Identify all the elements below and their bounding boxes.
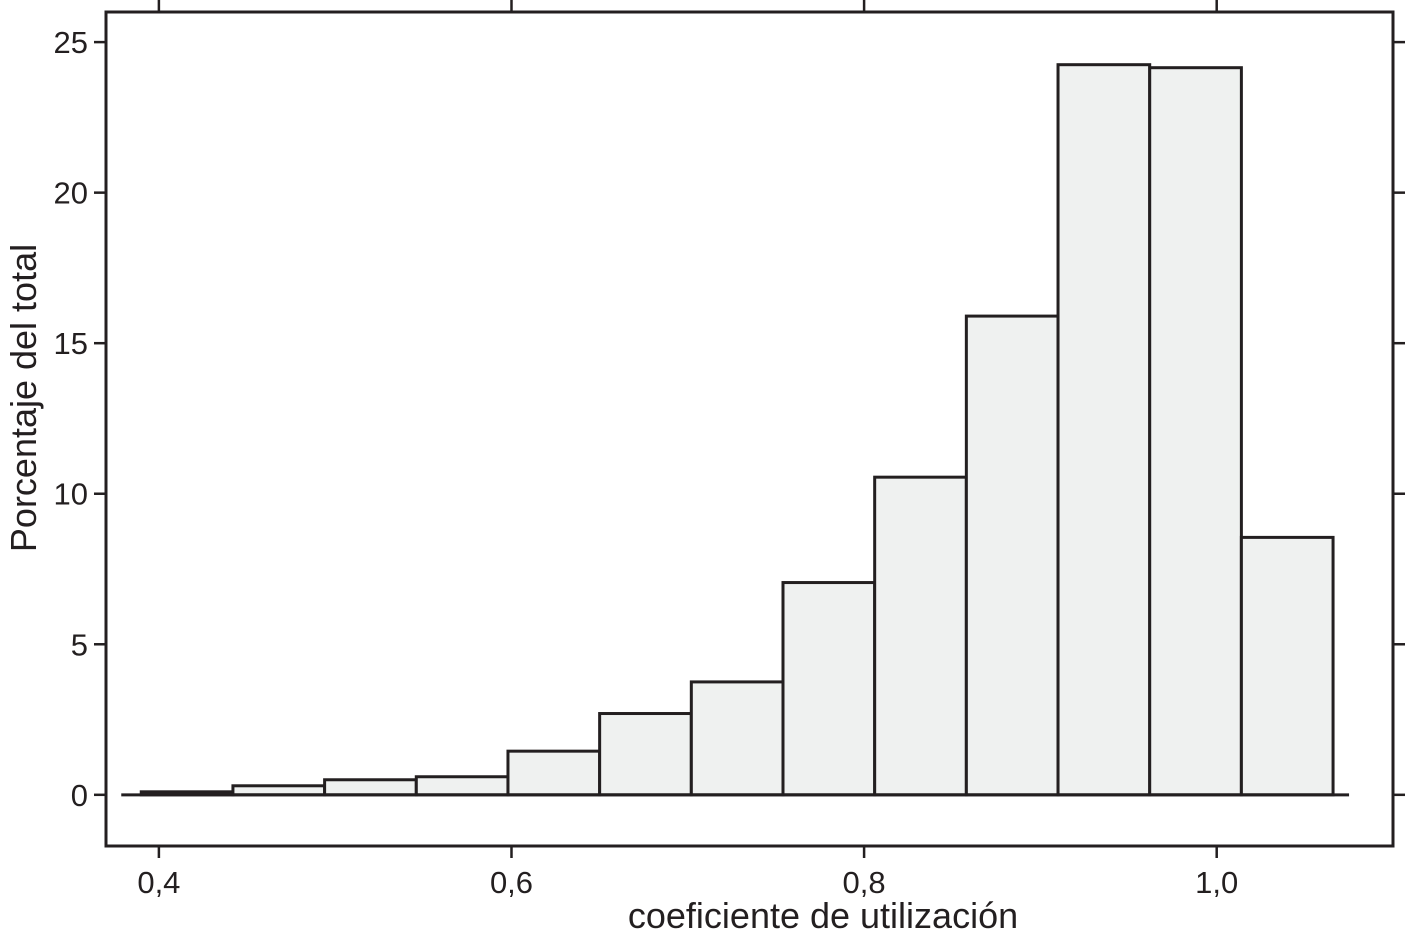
- y-tick-label: 5: [71, 627, 88, 662]
- histogram-bar: [598, 712, 693, 797]
- x-axis-ticks: 0,4 0,6 0,8 1,0: [137, 0, 1238, 900]
- y-tick-label: 10: [54, 477, 88, 512]
- histogram-bar: [873, 475, 968, 797]
- histogram-bar: [323, 778, 418, 797]
- bars-group: [139, 63, 1335, 797]
- y-tick-label: 15: [54, 326, 88, 361]
- histogram-bar: [506, 749, 602, 797]
- histogram-bar: [1056, 63, 1152, 797]
- histogram-bar: [781, 581, 877, 797]
- histogram-bar: [414, 775, 510, 797]
- y-tick-label: 25: [54, 25, 88, 60]
- x-tick-label: 0,6: [490, 865, 533, 900]
- x-axis-title: coeficiente de utilización: [628, 895, 1018, 936]
- y-tick-label: 20: [54, 176, 88, 211]
- plot-frame: [104, 10, 1395, 848]
- histogram-bar: [964, 314, 1060, 797]
- x-tick-label: 1,0: [1195, 865, 1238, 900]
- y-axis-ticks: 0 5 10 15 20 25: [54, 25, 1405, 813]
- histogram-bar: [1239, 535, 1335, 797]
- x-tick-label: 0,4: [137, 865, 180, 900]
- histogram-bar: [689, 680, 785, 797]
- histogram-bar: [1148, 66, 1243, 797]
- y-axis-title: Porcentaje del total: [3, 244, 44, 552]
- y-tick-label: 0: [71, 778, 88, 813]
- x-tick-label: 0,8: [843, 865, 886, 900]
